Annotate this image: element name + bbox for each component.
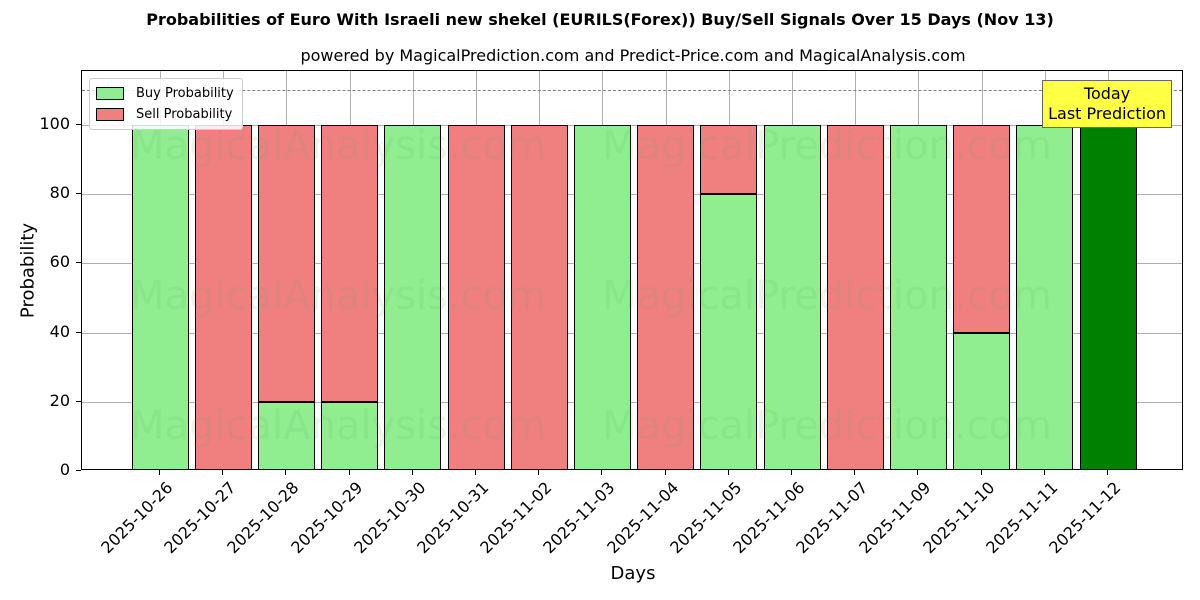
x-tick-mark: [791, 470, 792, 475]
buy-segment: [257, 401, 315, 469]
x-tick-mark: [601, 470, 603, 475]
y-tick-mark: [76, 124, 81, 125]
legend-item-buy: Buy Probability: [96, 83, 234, 104]
y-tick-mark: [76, 193, 81, 195]
sell-segment: [826, 125, 884, 469]
chart-subtitle: powered by MagicalPrediction.com and Pre…: [300, 46, 966, 65]
y-tick-mark: [76, 470, 81, 471]
x-tick-mark: [411, 470, 413, 475]
today-buy-segment: [1079, 125, 1137, 469]
sell-segment: [953, 125, 1011, 333]
x-tick-mark: [980, 470, 982, 475]
bar-2025-10-28: [257, 71, 315, 469]
bar-2025-11-11: [1016, 71, 1074, 469]
x-tick-mark: [1107, 470, 1108, 475]
y-tick-mark: [76, 262, 81, 264]
sell-swatch-icon: [96, 108, 124, 121]
buy-swatch-icon: [96, 87, 124, 100]
x-axis-label: Days: [610, 563, 656, 584]
sell-segment: [700, 125, 758, 195]
x-tick-mark: [475, 470, 476, 475]
buy-segment: [384, 125, 442, 469]
bar-2025-11-07: [826, 71, 884, 469]
x-tick-mark: [159, 470, 160, 475]
y-tick-label: 80: [49, 183, 70, 203]
bar-2025-11-04: [637, 71, 695, 469]
y-gridline: [82, 125, 1182, 126]
y-tick-label: 20: [49, 390, 70, 410]
plot-area: MagicalAnalysis.comMagicalPrediction.com…: [81, 70, 1183, 470]
legend-item-sell: Sell Probability: [96, 104, 234, 125]
x-tick-mark: [538, 470, 540, 475]
buy-segment: [1016, 125, 1074, 469]
today-annotation: Today Last Prediction: [1042, 80, 1172, 128]
bar-2025-10-29: [321, 71, 379, 469]
buy-segment: [953, 332, 1011, 469]
bar-2025-11-05: [700, 71, 758, 469]
bar-2025-10-27: [194, 71, 252, 469]
sell-segment: [447, 125, 505, 469]
bar-2025-11-06: [763, 71, 821, 469]
x-tick-mark: [222, 470, 224, 475]
annotation-line1: Today: [1083, 84, 1131, 103]
sell-segment: [510, 125, 568, 469]
x-tick-mark: [664, 470, 666, 475]
y-tick-label: 60: [49, 252, 70, 272]
buy-segment: [131, 125, 189, 469]
y-tick-label: 0: [59, 460, 70, 479]
y-tick-label: 40: [49, 321, 70, 341]
x-tick-mark: [1043, 470, 1045, 475]
y-gridline: [82, 194, 1182, 196]
buy-segment: [763, 125, 821, 469]
y-tick-mark: [76, 331, 81, 333]
reference-dashed-line: [82, 90, 1182, 92]
bar-2025-10-31: [447, 71, 505, 469]
sell-segment: [321, 125, 379, 402]
bar-2025-11-03: [573, 71, 631, 469]
bar-2025-10-30: [384, 71, 442, 469]
annotation-line2: Last Prediction: [1048, 104, 1166, 123]
x-tick-mark: [727, 470, 729, 475]
buy-segment: [889, 125, 947, 469]
buy-segment: [573, 125, 631, 469]
sell-segment: [257, 125, 315, 402]
legend: Buy Probability Sell Probability: [89, 78, 243, 130]
legend-sell-label: Sell Probability: [136, 107, 233, 122]
legend-buy-label: Buy Probability: [136, 86, 234, 101]
bar-2025-11-10: [953, 71, 1011, 469]
x-tick-mark: [348, 470, 350, 475]
y-tick-mark: [76, 400, 81, 402]
sell-segment: [194, 125, 252, 469]
y-tick-label: 100: [39, 114, 70, 133]
y-axis-label: Probability: [17, 222, 39, 319]
x-tick-mark: [854, 470, 856, 475]
bar-2025-11-02: [510, 71, 568, 469]
sell-segment: [637, 125, 695, 469]
bar-2025-10-26: [131, 71, 189, 469]
chart-title: Probabilities of Euro With Israeli new s…: [146, 10, 1054, 29]
x-tick-mark: [917, 470, 919, 475]
x-tick-mark: [285, 470, 287, 475]
buy-segment: [700, 194, 758, 469]
y-gridline: [82, 401, 1182, 403]
y-gridline: [82, 332, 1182, 334]
buy-segment: [321, 401, 379, 469]
bar-2025-11-12: [1079, 71, 1137, 469]
bar-2025-11-09: [889, 71, 947, 469]
y-gridline: [82, 263, 1182, 265]
